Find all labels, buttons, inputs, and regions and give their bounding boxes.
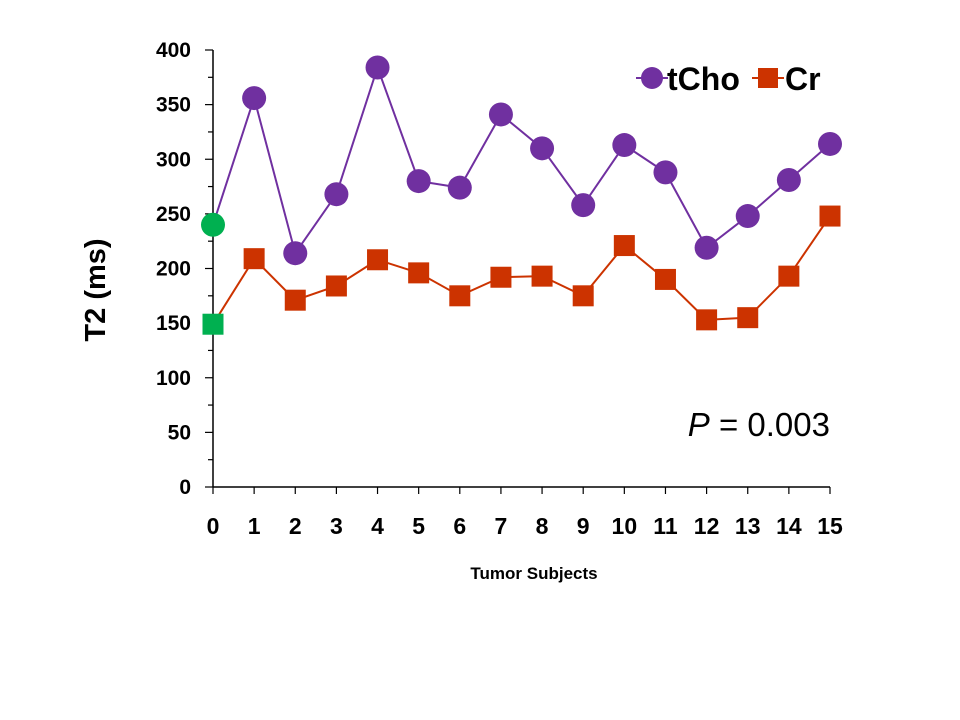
data-point-cr	[490, 266, 512, 288]
data-point-tcho	[283, 241, 308, 266]
x-tick-label: 0	[207, 513, 220, 539]
x-tick-label: 3	[330, 513, 343, 539]
data-point-tcho	[242, 86, 267, 111]
data-point-tcho	[488, 102, 513, 127]
series-line-tcho	[212, 64, 831, 256]
data-point-tcho	[776, 168, 801, 193]
x-tick-label: 10	[612, 513, 638, 539]
legend: tCho Cr	[636, 61, 821, 97]
x-tick-label: 8	[536, 513, 549, 539]
legend-cr-marker	[758, 68, 778, 88]
data-point-tcho	[818, 131, 842, 156]
x-tick-label: 4	[371, 513, 384, 539]
data-point-tcho	[447, 175, 472, 200]
data-point-cr	[284, 289, 306, 311]
data-point-tcho	[530, 136, 555, 161]
data-point-cr	[202, 313, 224, 335]
data-point-cr	[243, 248, 265, 270]
data-point-cr	[696, 309, 718, 331]
legend-tcho-label: tCho	[667, 61, 740, 97]
data-point-tcho	[365, 55, 390, 80]
data-point-cr	[819, 205, 841, 227]
data-point-tcho	[324, 182, 349, 207]
y-tick-label: 350	[156, 94, 191, 117]
data-point-cr	[572, 285, 594, 307]
data-point-cr	[778, 265, 800, 287]
y-axis-title: T2 (ms)	[80, 238, 112, 341]
legend-item-tcho: tCho	[636, 61, 740, 97]
data-point-tcho	[571, 193, 596, 218]
series-markers	[201, 55, 842, 335]
y-tick-label: 400	[156, 39, 191, 62]
x-tick-label: 7	[495, 513, 508, 539]
y-tick-label: 250	[156, 203, 191, 226]
data-point-tcho	[694, 235, 719, 260]
x-tick-label: 1	[248, 513, 261, 539]
legend-item-cr: Cr	[752, 61, 821, 97]
x-tick-label: 15	[817, 513, 843, 539]
legend-cr-label: Cr	[785, 61, 821, 97]
data-point-cr	[408, 262, 430, 284]
data-point-tcho	[735, 204, 760, 229]
x-axis-title: Tumor Subjects	[470, 564, 597, 583]
x-tick-label: 12	[694, 513, 720, 539]
y-tick-label: 100	[156, 367, 191, 390]
data-point-cr	[654, 268, 676, 290]
series-lines	[212, 64, 831, 325]
x-tick-label: 2	[289, 513, 302, 539]
p-value-symbol: P	[688, 406, 710, 443]
x-tick-label: 13	[735, 513, 761, 539]
y-tick-label: 50	[168, 421, 191, 444]
x-tick-label: 9	[577, 513, 590, 539]
data-point-tcho	[653, 160, 678, 185]
data-point-cr	[367, 249, 389, 271]
x-tick-label: 11	[653, 513, 678, 539]
p-value-number: = 0.003	[710, 406, 830, 443]
data-point-cr	[449, 285, 471, 307]
series-line-cr	[212, 215, 831, 325]
data-point-tcho	[201, 212, 225, 237]
data-point-cr	[325, 275, 347, 297]
x-tick-label: 14	[776, 513, 802, 539]
data-point-cr	[737, 307, 759, 329]
p-value-annotation: P = 0.003	[688, 406, 830, 443]
data-point-tcho	[406, 169, 431, 194]
data-point-tcho	[612, 133, 637, 158]
y-tick-label: 150	[156, 312, 191, 335]
legend-tcho-marker	[641, 67, 663, 89]
x-tick-label: 6	[453, 513, 466, 539]
data-point-cr	[531, 265, 553, 287]
data-point-cr	[613, 235, 635, 257]
x-tick-label: 5	[412, 513, 425, 539]
y-tick-label: 200	[156, 258, 191, 281]
y-tick-label: 0	[179, 476, 191, 499]
y-tick-label: 300	[156, 148, 191, 171]
